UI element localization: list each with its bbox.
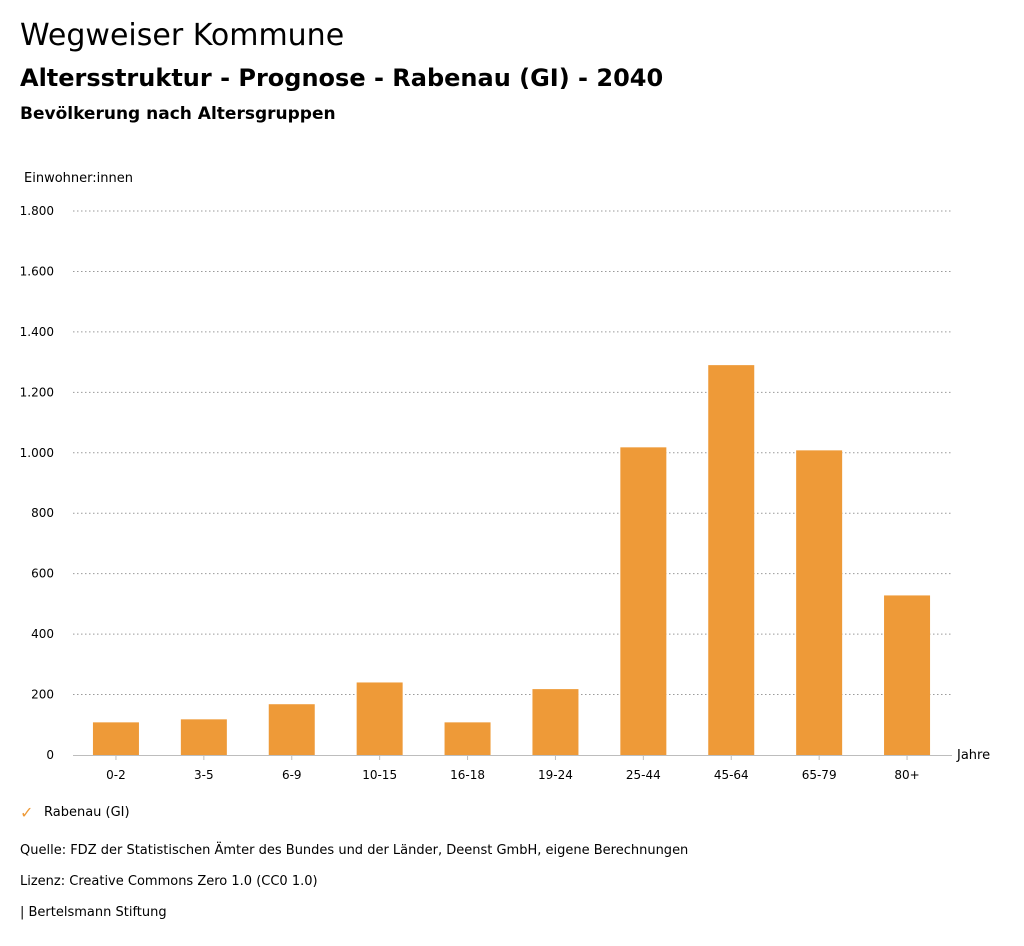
bar xyxy=(92,722,139,755)
y-tick-label: 1.800 xyxy=(20,204,54,218)
x-tick-label: 45-64 xyxy=(714,768,749,782)
y-axis-label: Einwohner:innen xyxy=(24,171,133,186)
x-tick-label: 25-44 xyxy=(626,768,661,782)
x-tick-label: 19-24 xyxy=(538,768,573,782)
y-tick-label: 1.400 xyxy=(20,325,54,339)
bar xyxy=(444,722,491,755)
y-tick-label: 1.000 xyxy=(20,446,54,460)
x-tick-label: 80+ xyxy=(894,768,919,782)
chart-subtitle: Altersstruktur - Prognose - Rabenau (GI)… xyxy=(20,64,664,92)
x-tick-label: 16-18 xyxy=(450,768,485,782)
bar-chart: 0 200 400 600 800 1.000 1.200 1.400 1.600 1.800 0-… xyxy=(20,204,990,782)
x-tick-label: 6-9 xyxy=(282,768,302,782)
y-tick-label: 600 xyxy=(31,567,54,581)
bar xyxy=(532,689,579,755)
bar xyxy=(708,365,755,755)
legend-item-rabenau[interactable]: ✓ Rabenau (GI) xyxy=(20,803,130,822)
x-tick-label: 65-79 xyxy=(802,768,837,782)
y-tick-label: 0 xyxy=(46,748,54,762)
legend-label: Rabenau (GI) xyxy=(44,805,130,820)
bar xyxy=(620,447,667,755)
y-tick-label: 1.200 xyxy=(20,385,54,399)
bar xyxy=(268,704,315,755)
x-tick-label: 10-15 xyxy=(362,768,397,782)
y-tick-label: 400 xyxy=(31,627,54,641)
source-note: Quelle: FDZ der Statistischen Ämter des … xyxy=(20,843,689,858)
x-tick-label: 0-2 xyxy=(106,768,126,782)
y-tick-label: 200 xyxy=(31,688,54,702)
license-note: Lizenz: Creative Commons Zero 1.0 (CC0 1… xyxy=(20,874,318,889)
x-tick-label: 3-5 xyxy=(194,768,214,782)
x-axis-label: Jahre xyxy=(956,748,990,763)
chart-section-title: Bevölkerung nach Altersgruppen xyxy=(20,104,336,124)
y-tick-label: 1.600 xyxy=(20,264,54,278)
check-icon: ✓ xyxy=(20,803,34,822)
bar xyxy=(356,682,403,755)
y-tick-label: 800 xyxy=(31,506,54,520)
publisher-note: | Bertelsmann Stiftung xyxy=(20,905,167,920)
bar xyxy=(180,719,227,755)
page-title: Wegweiser Kommune xyxy=(20,18,345,53)
bar xyxy=(796,450,843,755)
bar xyxy=(884,595,931,755)
